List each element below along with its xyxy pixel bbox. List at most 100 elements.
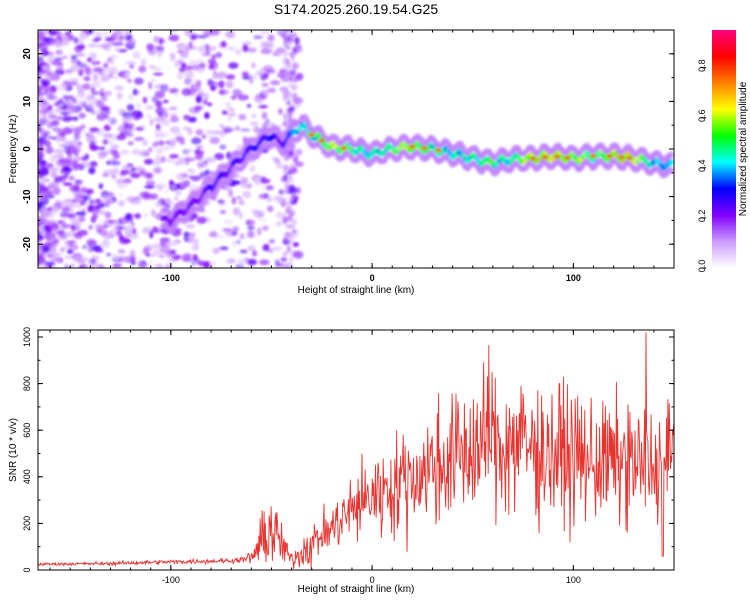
spectrogram-blob bbox=[251, 114, 257, 118]
spectrogram-blob bbox=[261, 185, 268, 190]
spectrogram-blob bbox=[104, 37, 114, 42]
spectrogram-blob bbox=[53, 148, 64, 154]
spectrogram-blob bbox=[284, 231, 292, 237]
spectrogram-blob bbox=[60, 111, 71, 115]
spectrogram-blob bbox=[187, 116, 197, 123]
spectrogram-blob bbox=[281, 89, 287, 94]
spectrogram-blob bbox=[38, 234, 44, 242]
spectrogram-blob bbox=[46, 207, 53, 212]
spectrogram-blob bbox=[133, 88, 138, 96]
spectrogram-blob bbox=[48, 167, 60, 172]
spectrogram-blob bbox=[251, 62, 256, 69]
spectrogram-blob bbox=[113, 76, 118, 80]
spectrogram-blob bbox=[116, 229, 123, 236]
spectrogram-heatmap bbox=[38, 30, 674, 268]
spectrogram-blob bbox=[154, 201, 164, 208]
spectrogram-blob bbox=[113, 44, 120, 52]
spectrogram-blob bbox=[129, 249, 136, 258]
spectrogram-blob bbox=[287, 153, 293, 159]
spectrogram-blob bbox=[129, 231, 139, 240]
spectrogram-blob bbox=[177, 59, 184, 65]
spectrogram-blob bbox=[114, 85, 125, 92]
spectrogram-blob bbox=[207, 102, 213, 107]
spectrogram-blob bbox=[292, 76, 299, 83]
spectrogram-blob bbox=[163, 145, 172, 151]
tick-label: 0 bbox=[370, 273, 375, 283]
spectrogram-blob bbox=[240, 181, 246, 189]
spectrogram-blob bbox=[167, 241, 179, 247]
spectrogram-blob bbox=[211, 247, 222, 252]
spectrogram-blob bbox=[219, 144, 227, 150]
spectrogram-blob bbox=[618, 155, 625, 159]
spectrogram-blob bbox=[119, 149, 130, 155]
spectrogram-blob bbox=[169, 126, 181, 134]
snr-series-line bbox=[38, 332, 674, 569]
spectrogram-blob bbox=[47, 261, 56, 266]
spectrogram-blob bbox=[346, 134, 353, 140]
spectrogram-blob bbox=[38, 196, 48, 201]
spectrogram-blob bbox=[48, 219, 57, 223]
spectrogram-blob bbox=[182, 149, 190, 155]
spectrogram-blob bbox=[238, 212, 243, 220]
spectrogram-blob bbox=[75, 145, 82, 153]
spectrogram-blob bbox=[92, 73, 99, 81]
spectrogram-blob bbox=[435, 148, 442, 153]
spectrogram-blob bbox=[153, 67, 161, 72]
spectrogram-blob bbox=[142, 226, 152, 234]
spectrogram-blob bbox=[201, 134, 207, 139]
spectrogram-blob bbox=[160, 83, 169, 93]
spectrogram-blob bbox=[38, 124, 42, 132]
spectrogram-blob bbox=[104, 198, 111, 207]
spectrogram-blob bbox=[119, 237, 130, 245]
spectrogram-blob bbox=[182, 253, 192, 259]
spectrogram-blob bbox=[225, 101, 232, 110]
spectrogram-blob bbox=[38, 255, 45, 262]
spectrogram-blob bbox=[38, 84, 44, 92]
spectrogram-blob bbox=[61, 55, 69, 59]
spectrogram-blob bbox=[53, 252, 63, 257]
spectrogram-blob bbox=[108, 72, 114, 79]
spectrogram-blob bbox=[238, 199, 245, 206]
spectrogram-blob bbox=[138, 261, 143, 266]
spectrogram-blob bbox=[118, 35, 125, 40]
spectrogram-blob bbox=[149, 118, 154, 126]
spectrogram-blob bbox=[242, 190, 252, 199]
spectrogram-blob bbox=[292, 250, 304, 259]
spectrogram-blob bbox=[49, 85, 57, 94]
spectrogram-blob bbox=[289, 75, 293, 83]
spectrogram-blob bbox=[232, 240, 237, 247]
tick-label: 100 bbox=[566, 575, 581, 585]
spectrogram-blob bbox=[40, 167, 50, 176]
spectrogram-blob bbox=[294, 43, 302, 49]
spectrogram-blob bbox=[234, 48, 241, 56]
spectrogram-blob bbox=[204, 112, 210, 120]
spectrogram-blob bbox=[226, 81, 234, 89]
spectrogram-blob bbox=[292, 47, 298, 55]
tick-label: -100 bbox=[162, 575, 180, 585]
spectrogram-blob bbox=[249, 121, 259, 126]
spectrogram-blob bbox=[121, 165, 131, 170]
spectrogram-blob bbox=[38, 139, 45, 145]
spectrogram-blob bbox=[285, 45, 291, 50]
spectrogram-blob bbox=[287, 61, 291, 69]
spectrogram-blob bbox=[95, 209, 107, 216]
spectrogram-blob bbox=[238, 113, 247, 121]
spectrogram-blob bbox=[106, 252, 112, 257]
spectrogram-blob bbox=[88, 244, 93, 253]
spectrogram-blob bbox=[277, 72, 286, 78]
spectrogram-blob bbox=[153, 158, 163, 166]
spectrogram-blob bbox=[117, 200, 126, 207]
spectrogram-blob bbox=[99, 229, 108, 236]
spectrogram-blob bbox=[109, 141, 114, 146]
spectrogram-blob bbox=[247, 226, 255, 231]
spectrogram-blob bbox=[83, 76, 91, 82]
spectrogram-blob bbox=[226, 258, 236, 264]
spectrogram-blob bbox=[261, 82, 269, 87]
spectrogram-blob bbox=[133, 213, 142, 219]
spectrogram-blob bbox=[148, 147, 153, 152]
spectrogram-blob bbox=[265, 118, 270, 124]
spectrogram-blob bbox=[274, 158, 281, 164]
spectrogram-blob bbox=[227, 112, 237, 117]
spectrogram-blob bbox=[606, 154, 613, 158]
spectrogram-blob bbox=[188, 175, 195, 179]
